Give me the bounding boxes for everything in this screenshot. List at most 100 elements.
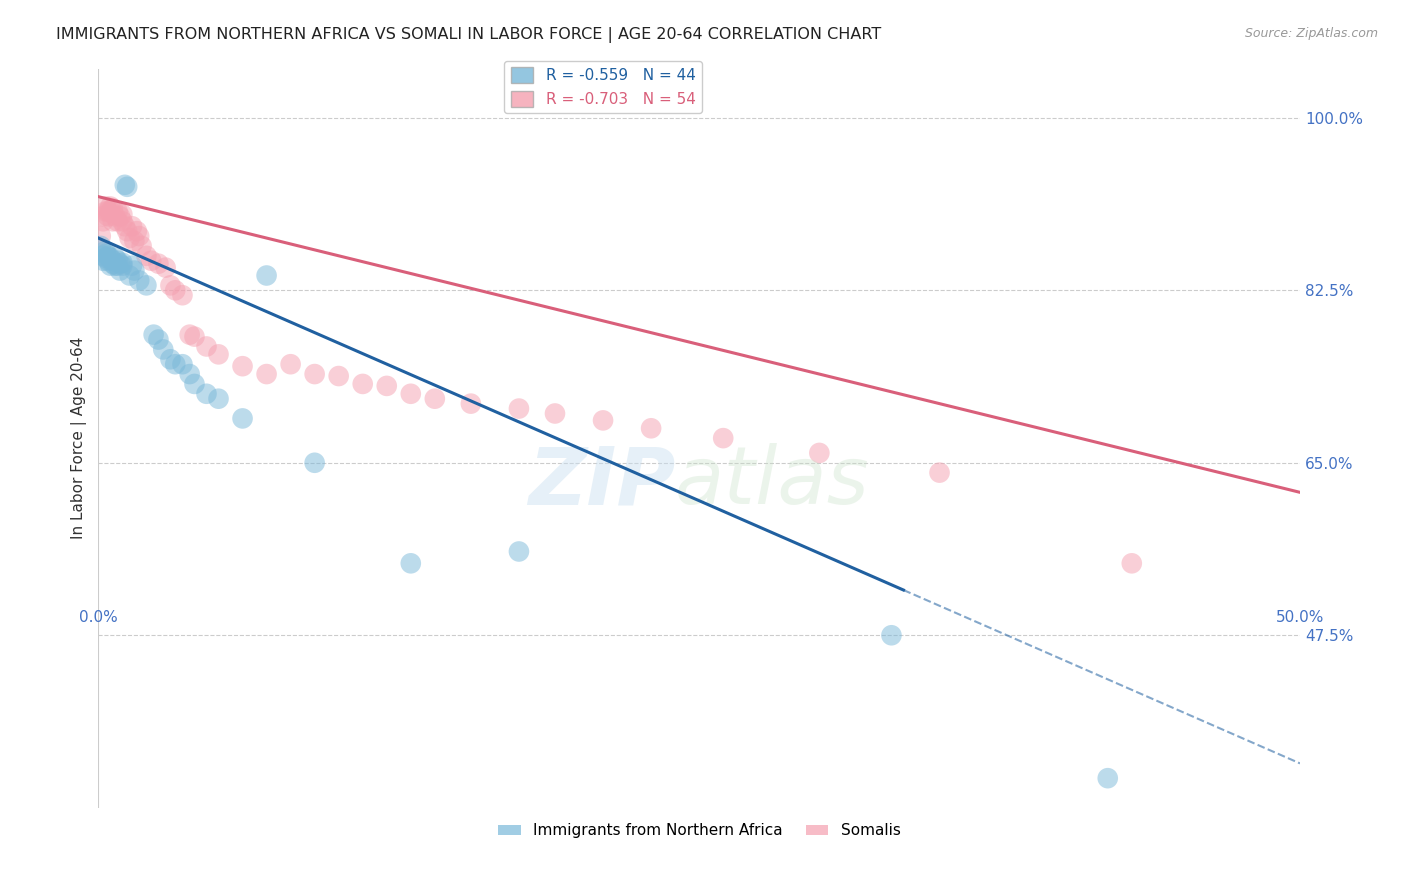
Point [508,401,530,416]
Point [159,278,181,293]
Point [207,392,229,406]
Point [152,343,174,357]
Point [232,359,254,374]
Point [179,327,201,342]
Point [128,229,150,244]
Point [98,204,121,219]
Point [195,339,218,353]
Point [128,273,150,287]
Point [304,456,326,470]
Point [121,219,143,234]
Point [135,278,157,293]
Point [111,255,134,269]
Point [304,367,326,381]
Point [159,352,181,367]
Point [165,283,187,297]
Point [928,466,950,480]
Point [165,357,187,371]
Point [104,251,127,265]
Point [98,259,121,273]
Point [141,253,163,268]
Point [94,244,117,258]
Point [101,257,124,271]
Point [179,367,201,381]
Point [101,253,124,268]
Point [592,413,614,427]
Point [94,251,117,265]
Point [98,251,121,265]
Point [97,253,120,268]
Point [183,376,205,391]
Point [115,179,138,194]
Point [91,249,114,263]
Point [94,247,117,261]
Point [195,386,218,401]
Point [91,253,114,268]
Point [97,249,120,263]
Point [880,628,903,642]
Point [352,376,374,391]
Point [172,357,194,371]
Point [544,407,567,421]
Point [142,327,165,342]
Point [107,204,129,219]
Point [108,210,131,224]
Point [90,229,112,244]
Text: atlas: atlas [675,443,870,522]
Point [115,224,138,238]
Point [183,329,205,343]
Point [399,386,422,401]
Point [108,263,131,277]
Point [460,397,482,411]
Point [111,207,134,221]
Point [808,446,831,460]
Point [94,200,117,214]
Point [131,239,153,253]
Point [104,259,127,273]
Point [107,259,129,273]
Point [148,333,170,347]
Point [124,234,146,248]
Point [107,214,129,228]
Point [399,557,422,571]
Point [148,257,170,271]
Point [125,224,148,238]
Point [711,431,734,445]
Point [108,257,131,271]
Point [114,178,136,192]
Point [172,288,194,302]
Point [328,369,350,384]
Point [90,239,112,253]
Point [1097,771,1119,785]
Text: Source: ZipAtlas.com: Source: ZipAtlas.com [1244,27,1378,40]
Point [98,200,121,214]
Point [155,260,177,275]
Point [94,204,117,219]
Point [135,249,157,263]
Legend: Immigrants from Northern Africa, Somalis: Immigrants from Northern Africa, Somalis [492,817,907,845]
Point [280,357,302,371]
Point [121,259,143,273]
Point [118,231,141,245]
Point [101,202,124,216]
Point [256,367,278,381]
Point [107,253,129,268]
Text: IMMIGRANTS FROM NORTHERN AFRICA VS SOMALI IN LABOR FORCE | AGE 20-64 CORRELATION: IMMIGRANTS FROM NORTHERN AFRICA VS SOMAL… [56,27,882,43]
Point [111,214,134,228]
Point [1121,557,1143,571]
Text: 0.0%: 0.0% [79,609,118,624]
Point [101,214,124,228]
Point [91,214,114,228]
Point [256,268,278,283]
Point [375,379,398,393]
Point [124,263,146,277]
Point [104,210,127,224]
Point [640,421,662,435]
Point [91,210,114,224]
Point [232,411,254,425]
Point [111,259,134,273]
Text: ZIP: ZIP [527,443,675,522]
Y-axis label: In Labor Force | Age 20-64: In Labor Force | Age 20-64 [72,337,87,540]
Point [97,204,120,219]
Point [508,544,530,558]
